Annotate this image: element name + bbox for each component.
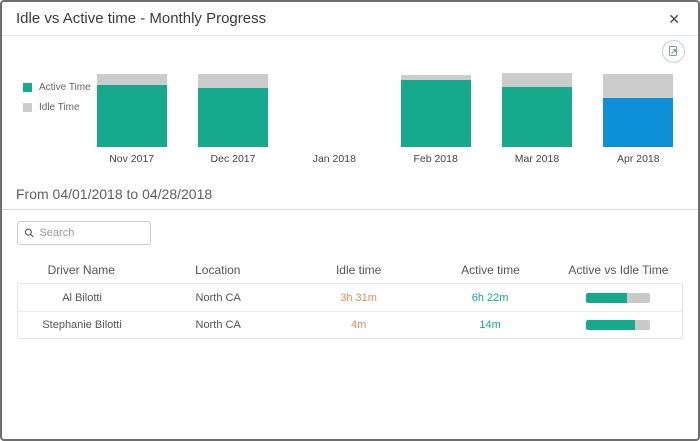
export-image-icon — [669, 46, 677, 56]
location-cell: North CA — [195, 319, 241, 331]
column-header-driver-name: Driver Name — [47, 263, 115, 277]
monthly-progress-chart: Active Time Idle Time — [2, 36, 698, 176]
bar-feb-2018[interactable] — [385, 74, 486, 147]
legend-item-active: Active Time — [23, 82, 91, 93]
idle-time-cell: 3h 31m — [340, 291, 377, 304]
column-header-idle-time: Idle time — [335, 263, 382, 277]
active-time-swatch-icon — [23, 83, 32, 92]
column-header-location: Location — [195, 263, 241, 277]
legend-label: Idle Time — [39, 102, 80, 113]
axis-label: Nov 2017 — [109, 153, 155, 165]
active-time-cell: 6h 22m — [471, 291, 509, 304]
driver-name-cell: Stephanie Bilotti — [42, 319, 122, 331]
search-icon — [24, 228, 34, 238]
bar-mar-2018[interactable] — [486, 73, 587, 147]
column-header-active-time: Active time — [461, 263, 520, 277]
active-vs-idle-cell — [553, 320, 682, 330]
column-header-active-vs-idle: Active vs Idle Time — [568, 263, 669, 277]
chart-legend: Active Time Idle Time — [23, 82, 91, 113]
x-axis-labels: Nov 2017 Dec 2017 Jan 2018 Feb 2018 Mar … — [81, 153, 689, 165]
axis-label: Dec 2017 — [210, 153, 256, 165]
active-vs-idle-bar — [585, 292, 650, 303]
search-box — [17, 221, 151, 245]
driver-name-cell: Al Bilotti — [62, 291, 102, 304]
bar-apr-2018[interactable] — [588, 74, 689, 147]
axis-label: Feb 2018 — [413, 153, 458, 165]
period-band: From 04/01/2018 to 04/28/2018 — [2, 176, 698, 210]
period-heading: From 04/01/2018 to 04/28/2018 — [16, 186, 213, 202]
axis-label: Mar 2018 — [514, 153, 560, 165]
active-vs-idle-bar — [585, 320, 650, 330]
drivers-table: Driver Name Location Idle time Active ti… — [17, 257, 683, 339]
table-row[interactable]: Stephanie Bilotti North CA 4m 14m — [18, 311, 682, 338]
bar-jan-2018[interactable] — [284, 74, 385, 147]
axis-label: Apr 2018 — [616, 153, 660, 165]
idle-time-cell: 4m — [350, 319, 367, 331]
idle-time-swatch-icon — [23, 103, 32, 112]
close-icon[interactable]: ✕ — [664, 10, 684, 28]
active-vs-idle-cell — [553, 292, 682, 303]
active-time-cell: 14m — [479, 319, 501, 331]
table-header-row: Driver Name Location Idle time Active ti… — [17, 257, 683, 283]
legend-item-idle: Idle Time — [23, 102, 91, 113]
bar-plot-area — [81, 73, 689, 147]
dialog-header: Idle vs Active time - Monthly Progress ✕ — [2, 2, 698, 36]
dialog-title: Idle vs Active time - Monthly Progress — [16, 10, 267, 27]
location-cell: North CA — [195, 291, 241, 304]
axis-label: Jan 2018 — [312, 153, 356, 165]
table-row[interactable]: Al Bilotti North CA 3h 31m 6h 22m — [18, 284, 682, 311]
search-input[interactable] — [39, 227, 144, 239]
bar-nov-2017[interactable] — [81, 74, 182, 147]
export-image-button[interactable] — [662, 40, 685, 63]
legend-label: Active Time — [39, 82, 91, 93]
table-body: Al Bilotti North CA 3h 31m 6h 22m Stepha… — [17, 283, 683, 339]
bar-dec-2017[interactable] — [182, 74, 283, 147]
